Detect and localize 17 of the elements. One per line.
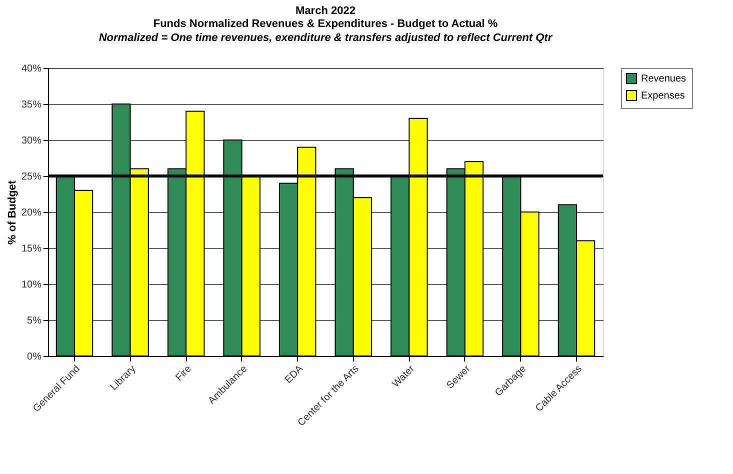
chart-title: March 2022 xyxy=(296,5,356,17)
y-tick-label: 20% xyxy=(21,208,42,218)
y-tick-label: 30% xyxy=(21,136,42,146)
legend-label: Revenues xyxy=(641,74,686,84)
y-axis-title: % of Budget xyxy=(6,180,18,245)
y-tick-label: 0% xyxy=(27,352,42,362)
x-tick-label: EDA xyxy=(283,363,306,386)
y-tick-label: 35% xyxy=(21,100,42,110)
legend-label: Expenses xyxy=(641,90,685,102)
chart-subtitle: Funds Normalized Revenues & Expenditures - Budget to Actual % xyxy=(153,18,498,30)
y-tick-label: 40% xyxy=(21,64,42,74)
text: Normalized = One time revenues, exenditure & transfers adjusted to reflect Current Qtr xyxy=(98,32,553,44)
y-tick-label: 15% xyxy=(21,244,42,254)
y-tick-label: 5% xyxy=(27,316,42,326)
x-tick-label: Fire xyxy=(174,363,194,384)
y-tick-label: 25% xyxy=(21,172,42,182)
y-tick-label: 10% xyxy=(21,280,42,290)
